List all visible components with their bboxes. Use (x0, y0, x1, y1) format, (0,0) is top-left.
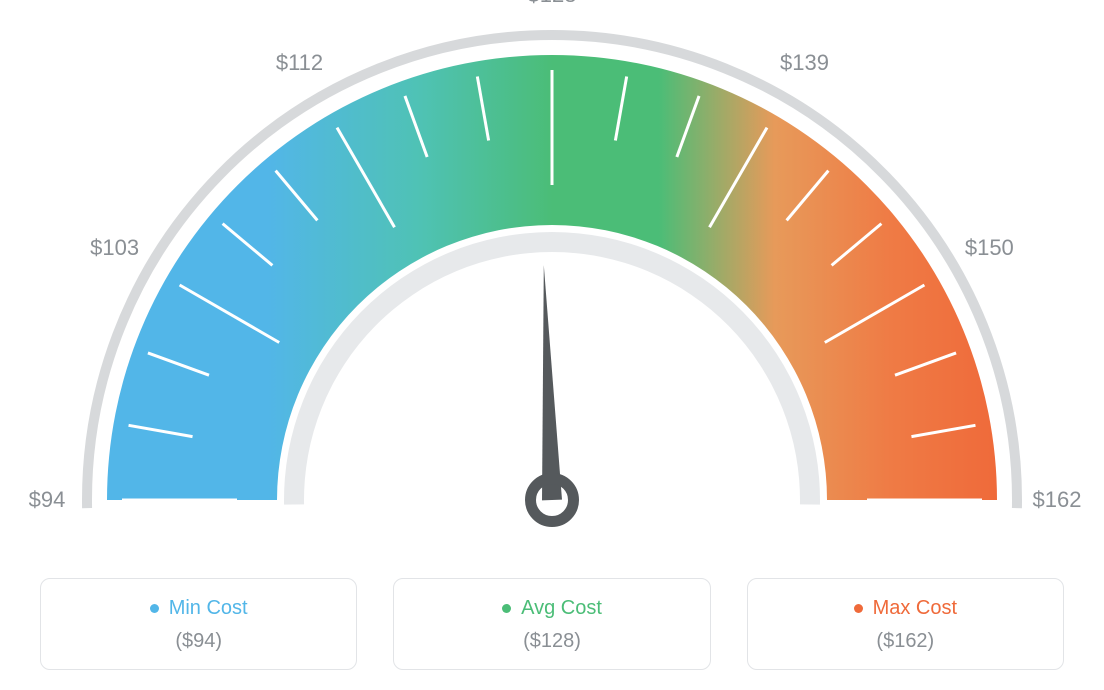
dot-icon-avg (502, 604, 511, 613)
gauge-svg (0, 0, 1104, 560)
legend-value-max: ($162) (758, 630, 1053, 653)
legend-row: Min Cost ($94) Avg Cost ($128) Max Cost … (0, 578, 1104, 670)
legend-title-min: Min Cost (150, 597, 248, 620)
gauge-tick-label: $150 (965, 235, 1014, 261)
dot-icon-max (854, 604, 863, 613)
gauge-tick-label: $162 (1033, 487, 1082, 513)
gauge-tick-label: $128 (528, 0, 577, 8)
gauge-tick-label: $139 (780, 50, 829, 76)
legend-title-avg-text: Avg Cost (521, 597, 602, 620)
legend-title-max-text: Max Cost (873, 597, 957, 620)
legend-value-min: ($94) (51, 630, 346, 653)
gauge-tick-label: $94 (29, 487, 66, 513)
legend-value-avg: ($128) (404, 630, 699, 653)
legend-card-avg: Avg Cost ($128) (393, 578, 710, 670)
gauge-tick-label: $112 (276, 50, 323, 76)
legend-title-avg: Avg Cost (502, 597, 602, 620)
gauge-tick-label: $103 (90, 235, 139, 261)
legend-card-min: Min Cost ($94) (40, 578, 357, 670)
dot-icon-min (150, 604, 159, 613)
legend-title-min-text: Min Cost (169, 597, 248, 620)
gauge-chart: $94 $103 $112 $128 $139 $150 $162 (0, 0, 1104, 560)
legend-title-max: Max Cost (854, 597, 957, 620)
legend-card-max: Max Cost ($162) (747, 578, 1064, 670)
